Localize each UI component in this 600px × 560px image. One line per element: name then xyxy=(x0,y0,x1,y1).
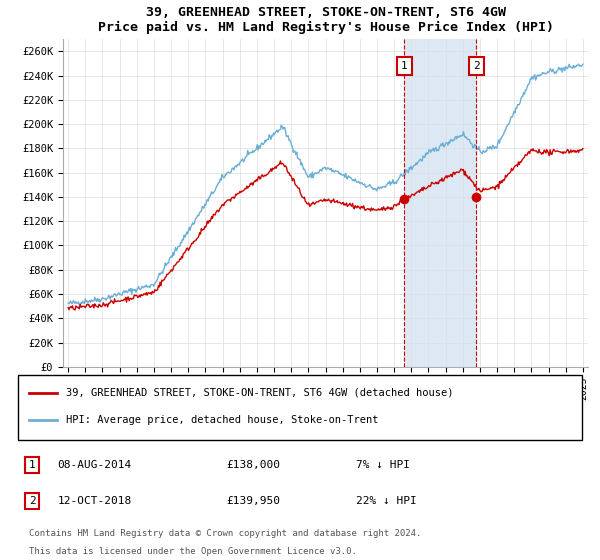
Text: £138,000: £138,000 xyxy=(227,460,281,470)
Text: 2: 2 xyxy=(29,496,35,506)
Text: 22% ↓ HPI: 22% ↓ HPI xyxy=(356,496,417,506)
Text: £139,950: £139,950 xyxy=(227,496,281,506)
Text: 2: 2 xyxy=(473,61,480,71)
Text: This data is licensed under the Open Government Licence v3.0.: This data is licensed under the Open Gov… xyxy=(29,547,357,556)
Text: 12-OCT-2018: 12-OCT-2018 xyxy=(58,496,132,506)
Text: 39, GREENHEAD STREET, STOKE-ON-TRENT, ST6 4GW (detached house): 39, GREENHEAD STREET, STOKE-ON-TRENT, ST… xyxy=(66,388,454,398)
Text: 7% ↓ HPI: 7% ↓ HPI xyxy=(356,460,410,470)
FancyBboxPatch shape xyxy=(18,375,582,440)
Text: 08-AUG-2014: 08-AUG-2014 xyxy=(58,460,132,470)
Bar xyxy=(404,39,476,367)
Text: Contains HM Land Registry data © Crown copyright and database right 2024.: Contains HM Land Registry data © Crown c… xyxy=(29,529,422,538)
Text: 1: 1 xyxy=(29,460,35,470)
Text: 1: 1 xyxy=(401,61,408,71)
Text: HPI: Average price, detached house, Stoke-on-Trent: HPI: Average price, detached house, Stok… xyxy=(66,416,379,425)
Title: 39, GREENHEAD STREET, STOKE-ON-TRENT, ST6 4GW
Price paid vs. HM Land Registry's : 39, GREENHEAD STREET, STOKE-ON-TRENT, ST… xyxy=(97,6,554,34)
